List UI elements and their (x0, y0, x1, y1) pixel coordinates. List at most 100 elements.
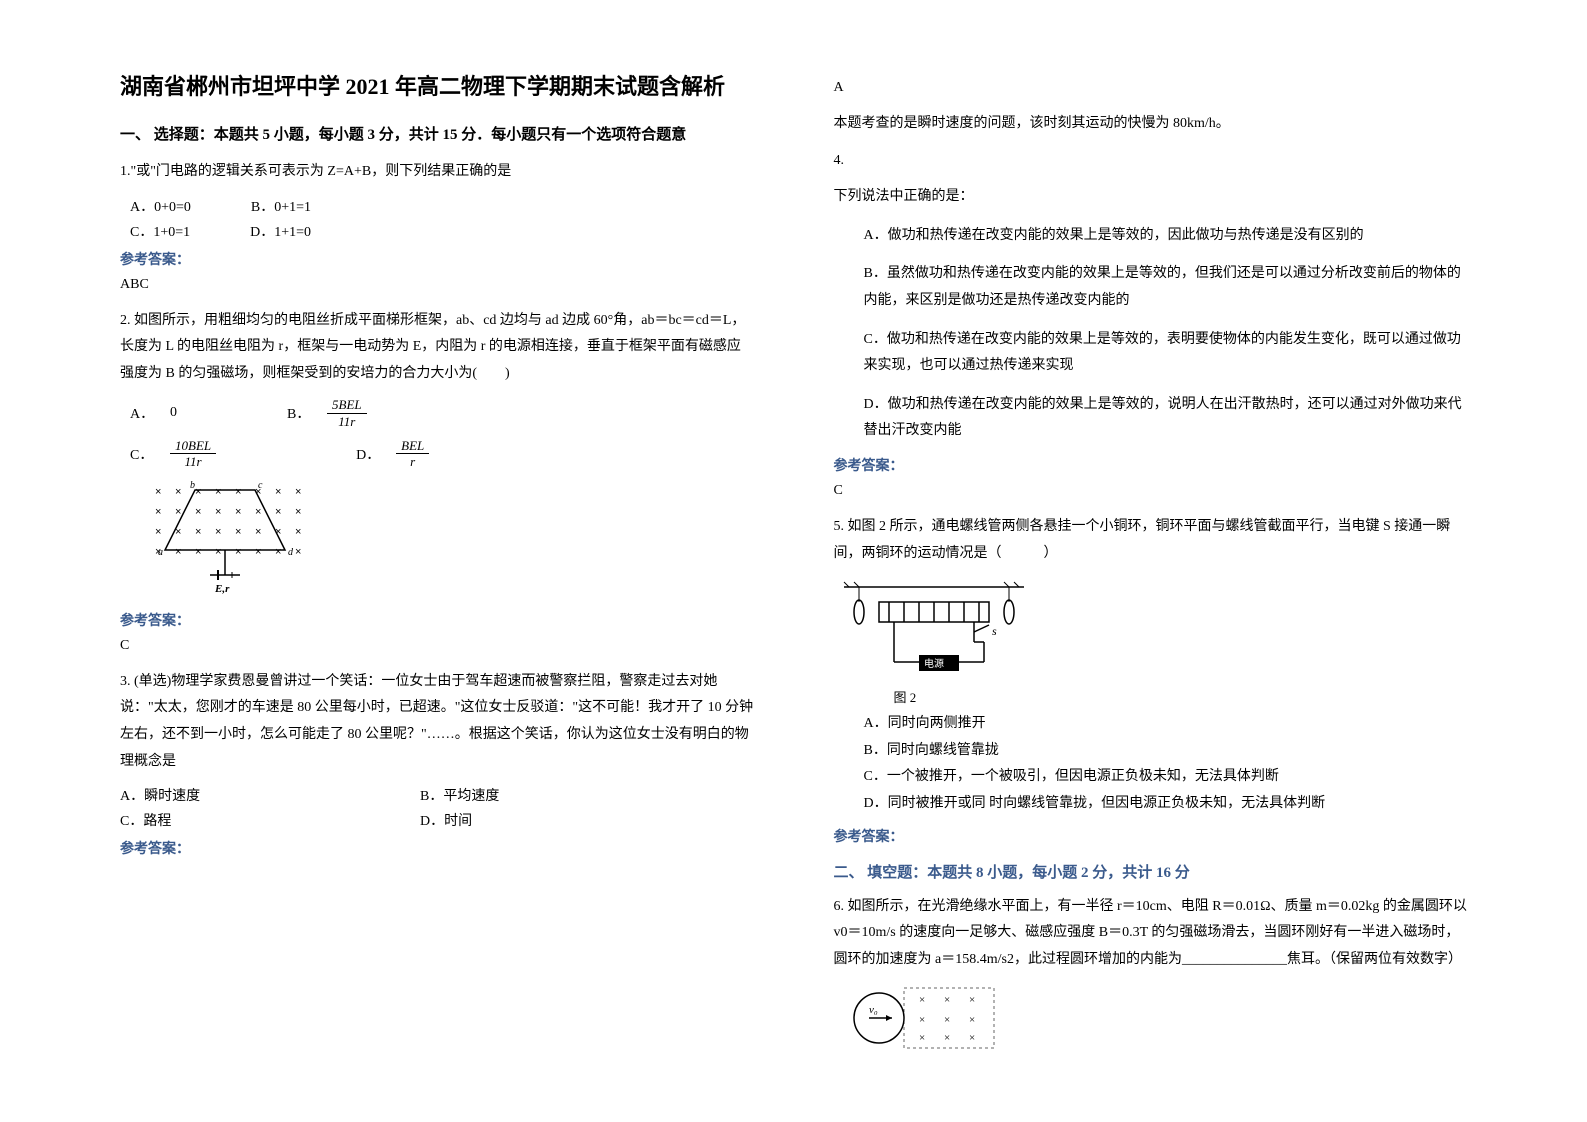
svg-text:×: × (155, 526, 161, 538)
q2-optB-label: B． (287, 403, 317, 423)
svg-text:×: × (275, 486, 281, 498)
svg-text:×: × (919, 994, 925, 1006)
q5-text: 5. 如图 2 所示，通电螺线管两侧各悬挂一个小铜环，铜环平面与螺线管截面平行，… (834, 514, 1468, 567)
q4-num: 4. (834, 148, 1468, 175)
q1-optA: A．0+0=0 (130, 196, 191, 216)
q2-answer: C (120, 638, 754, 654)
q4-optC: C．做功和热传递在改变内能的效果上是等效的，表明要使物体的内能发生变化，既可以通… (834, 332, 1461, 374)
q1-options-row2: C．1+0=1 D．1+1=0 (120, 221, 754, 241)
svg-text:×: × (255, 526, 261, 538)
q2-optA-val: 0 (170, 405, 177, 421)
solenoid-svg: s 电源 (834, 577, 1034, 687)
q1-optD: D．1+1=0 (250, 221, 311, 241)
q5-optD: D．同时被推开或同 时向螺线管靠拢，但因电源正负极未知，无法具体判断 (834, 791, 1468, 818)
svg-text:×: × (195, 506, 201, 518)
q1-options-row1: A．0+0=0 B．0+1=1 (120, 196, 754, 216)
q3-optD: D．时间 (420, 810, 472, 830)
svg-text:c: c (258, 480, 263, 491)
svg-text:×: × (235, 546, 241, 558)
svg-text:a: a (158, 547, 163, 558)
svg-text:×: × (969, 1032, 975, 1044)
q1-optC: C．1+0=1 (130, 221, 190, 241)
q4-optB: B．虽然做功和热传递在改变内能的效果上是等效的，但我们还是可以通过分析改变前后的… (834, 266, 1461, 308)
q2-options-row1: A． 0 B． 5BEL 11r (120, 397, 754, 429)
svg-text:E,r: E,r (214, 583, 230, 595)
q3-optA: A．瞬时速度 (120, 785, 420, 805)
svg-text:s: s (992, 624, 997, 638)
svg-text:×: × (175, 506, 181, 518)
q2-optD-frac: BEL r (396, 438, 429, 470)
q5-optA: A．同时向两侧推开 (834, 711, 1468, 738)
q2-options-row2: C． 10BEL 11r D． BEL r (120, 438, 754, 470)
svg-text:×: × (919, 1032, 925, 1044)
q2-optD-label: D． (356, 444, 386, 464)
q2-optC-label: C． (130, 444, 160, 464)
document-title: 湖南省郴州市坦坪中学 2021 年高二物理下学期期末试题含解析 (120, 70, 754, 103)
svg-text:d: d (288, 547, 294, 558)
q5-diagram: s 电源 图 2 (834, 577, 1468, 706)
svg-text:×: × (235, 526, 241, 538)
svg-text:×: × (175, 486, 181, 498)
right-column: A 本题考查的是瞬时速度的问题，该时刻其运动的快慢为 80km/h。 4. 下列… (794, 70, 1488, 1082)
svg-text:×: × (195, 486, 201, 498)
svg-text:×: × (215, 526, 221, 538)
q3-optC: C．路程 (120, 810, 420, 830)
svg-text:×: × (969, 1014, 975, 1026)
svg-text:×: × (215, 546, 221, 558)
q3-answer: A (834, 80, 1468, 96)
q1-text: 1."或"门电路的逻辑关系可表示为 Z=A+B，则下列结果正确的是 (120, 159, 754, 186)
svg-text:×: × (195, 546, 201, 558)
svg-text:×: × (919, 1014, 925, 1026)
q3-text: 3. (单选)物理学家费恩曼曾讲过一个笑话：一位女士由于驾车超速而被警察拦阻，警… (120, 669, 754, 775)
svg-text:电源: 电源 (924, 657, 944, 670)
q1-optB: B．0+1=1 (251, 196, 311, 216)
q2-answer-label: 参考答案： (120, 610, 754, 630)
q3-explain: 本题考查的是瞬时速度的问题，该时刻其运动的快慢为 80km/h。 (834, 111, 1468, 138)
svg-text:×: × (295, 486, 301, 498)
q3-optB: B．平均速度 (420, 785, 499, 805)
q2-optA-label: A． (130, 403, 160, 423)
svg-text:×: × (235, 486, 241, 498)
section2-header: 二、 填空题：本题共 8 小题，每小题 2 分，共计 16 分 (834, 861, 1468, 882)
svg-text:×: × (255, 506, 261, 518)
section1-header: 一、 选择题：本题共 5 小题，每小题 3 分，共计 15 分．每小题只有一个选… (120, 123, 754, 144)
left-column: 湖南省郴州市坦坪中学 2021 年高二物理下学期期末试题含解析 一、 选择题：本… (100, 70, 794, 1082)
q2-diagram: ×××××××× ×××××××× ×××××××× ×××××××× b c … (140, 480, 754, 600)
q4-optB-wrap: B．虽然做功和热传递在改变内能的效果上是等效的，但我们还是可以通过分析改变前后的… (834, 261, 1468, 314)
svg-text:×: × (944, 1014, 950, 1026)
svg-text:×: × (944, 1032, 950, 1044)
q5-fig-label: 图 2 (834, 687, 1468, 706)
svg-text:×: × (175, 546, 181, 558)
svg-text:×: × (275, 506, 281, 518)
svg-text:×: × (155, 506, 161, 518)
svg-text:×: × (295, 506, 301, 518)
svg-text:×: × (215, 486, 221, 498)
q4-answer-label: 参考答案： (834, 455, 1468, 475)
q1-answer: ABC (120, 277, 754, 293)
svg-text:×: × (215, 506, 221, 518)
ring-field-svg: v₀ × × × × × × × × × (834, 983, 1004, 1058)
q4-optC-wrap: C．做功和热传递在改变内能的效果上是等效的，表明要使物体的内能发生变化，既可以通… (834, 327, 1468, 380)
q3-options-row1: A．瞬时速度 B．平均速度 (120, 785, 754, 805)
q4-text: 下列说法中正确的是： (834, 184, 1468, 211)
svg-text:v₀: v₀ (869, 1004, 878, 1016)
q5-answer-label: 参考答案： (834, 826, 1468, 846)
svg-text:×: × (275, 546, 281, 558)
q5-optC: C．一个被推开，一个被吸引，但因电源正负极未知，无法具体判断 (834, 764, 1468, 791)
svg-text:×: × (235, 506, 241, 518)
q3-answer-label: 参考答案： (120, 838, 754, 858)
q2-optB-frac: 5BEL 11r (327, 397, 367, 429)
svg-text:×: × (944, 994, 950, 1006)
svg-text:×: × (969, 994, 975, 1006)
svg-text:×: × (155, 486, 161, 498)
q1-answer-label: 参考答案： (120, 249, 754, 269)
svg-text:b: b (190, 480, 195, 491)
svg-text:×: × (255, 546, 261, 558)
q2-text: 2. 如图所示，用粗细均匀的电阻丝折成平面梯形框架，ab、cd 边均与 ad 边… (120, 308, 754, 388)
trapezoid-svg: ×××××××× ×××××××× ×××××××× ×××××××× b c … (140, 480, 320, 600)
q6-text: 6. 如图所示，在光滑绝缘水平面上，有一半径 r＝10cm、电阻 R＝0.01Ω… (834, 894, 1468, 974)
svg-text:×: × (295, 546, 301, 558)
q3-options-row2: C．路程 D．时间 (120, 810, 754, 830)
q4-answer: C (834, 483, 1468, 499)
q4-optD: D．做功和热传递在改变内能的效果上是等效的，说明人在出汗散热时，还可以通过对外做… (834, 397, 1462, 439)
